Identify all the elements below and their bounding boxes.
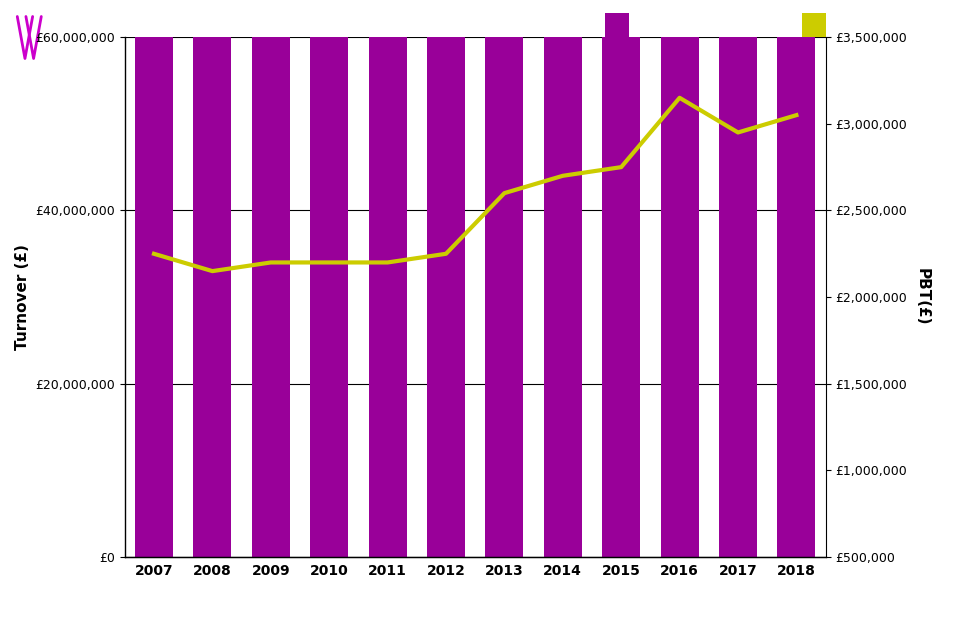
Bar [719, 0, 757, 557]
Bar [252, 0, 290, 557]
Bar [486, 0, 523, 557]
Bar [543, 0, 582, 557]
Bar [660, 0, 699, 557]
Y-axis label: PBT(£): PBT(£) [914, 269, 929, 326]
Bar [778, 0, 815, 557]
FancyBboxPatch shape [802, 14, 826, 61]
Text: PROFIT BEFORE TAX: PROFIT BEFORE TAX [636, 33, 762, 43]
Text: TURNOVER: TURNOVER [833, 33, 901, 43]
Bar [310, 0, 348, 557]
Bar [369, 0, 407, 557]
Bar [193, 0, 231, 557]
Bar [427, 0, 465, 557]
Bar [135, 0, 173, 557]
Y-axis label: Turnover (£): Turnover (£) [14, 244, 30, 350]
FancyBboxPatch shape [605, 14, 629, 61]
Bar [602, 0, 640, 557]
Text: TURNOVER AND PROFIT BEFORE TAX: TURNOVER AND PROFIT BEFORE TAX [53, 27, 512, 48]
